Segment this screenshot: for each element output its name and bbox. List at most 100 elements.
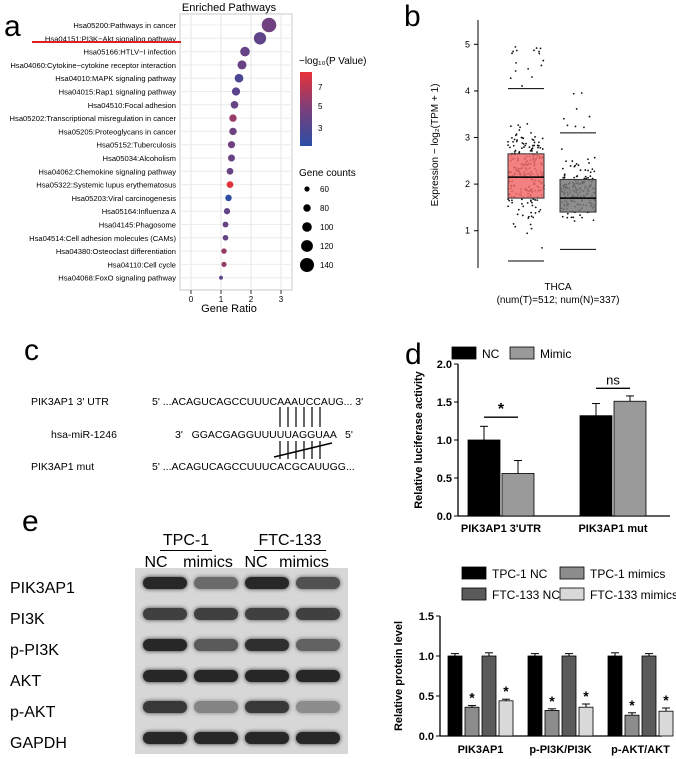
legend-label: FTC-133 NC <box>492 588 560 602</box>
blot-band <box>194 732 238 744</box>
boxplot-point <box>507 205 509 208</box>
boxplot-point <box>584 169 587 171</box>
pathway-label: Hsa05322:Systemic lupus erythematosus <box>36 181 176 190</box>
boxplot-point <box>516 139 518 141</box>
pathway-label: Hsa04015:Rap1 signaling pathway <box>59 88 177 97</box>
boxplot-point <box>531 144 534 147</box>
boxplot-point <box>514 134 517 137</box>
blot-band <box>194 670 238 682</box>
boxplot-point <box>521 85 523 87</box>
boxplot-point <box>538 50 540 53</box>
dotplot-point <box>229 114 237 122</box>
gene-count-legend-title: Gene counts <box>299 168 356 179</box>
legend-label: NC <box>482 347 500 361</box>
enrichment-dotplot: Enriched Pathways Hsa05200:Pathways in c… <box>10 2 367 315</box>
bar <box>527 655 543 737</box>
pathway-label: Hsa05164:Influenza A <box>102 207 177 216</box>
boxplot-point <box>589 175 592 178</box>
legend-label: TPC-1 mimics <box>590 567 665 581</box>
boxplot-point <box>570 216 573 219</box>
y-tick-label: 1.5 <box>419 611 434 623</box>
pathway-label: Hsa05202:Transcriptional misregulation i… <box>10 114 177 123</box>
blot-band <box>143 670 187 682</box>
boxplot-point <box>588 162 590 164</box>
boxplot-point <box>537 146 539 149</box>
dotplot-dots <box>219 17 277 280</box>
boxplot-point <box>515 61 517 64</box>
western-blot-image <box>135 568 348 754</box>
boxplot-point <box>569 165 572 167</box>
x-tick-label: p-AKT/AKT <box>611 744 670 756</box>
boxplot-point <box>562 176 565 179</box>
blot-band <box>245 732 289 744</box>
dotplot-point <box>221 261 227 267</box>
legend-label: FTC-133 mimics <box>590 588 676 602</box>
boxplot-point <box>529 149 532 152</box>
lane-label: NC <box>144 554 168 571</box>
boxplot-y-tick-label: 4 <box>465 86 470 96</box>
significance-star: * <box>503 683 509 699</box>
panel-label-b: b <box>404 0 421 33</box>
blot-band <box>296 732 340 744</box>
pathway-label: Hsa04151:PI3K−Akt signaling pathway <box>45 34 176 43</box>
blot-protein-label: GAPDH <box>10 735 67 752</box>
boxplot-point <box>524 144 527 147</box>
pvalue-colorbar <box>300 72 312 146</box>
lane-label: NC <box>244 554 268 571</box>
dotplot-point <box>230 100 239 109</box>
boxplot-point <box>513 138 516 141</box>
bar <box>501 473 535 517</box>
blot-band <box>143 701 187 713</box>
boxplot-point <box>522 205 525 208</box>
bar <box>561 655 577 737</box>
pathway-label: Hsa05200:Pathways in cancer <box>73 21 176 30</box>
luciferase-bar-chart: 0.0 0.5 1.0 1.5 2.0 Relative luciferase activ… <box>413 346 670 535</box>
boxplot-point <box>517 124 520 127</box>
boxplot-point <box>580 92 583 94</box>
boxplot-point <box>584 175 587 178</box>
y-tick-label: 0.0 <box>437 511 452 523</box>
dotplot-point <box>222 221 229 228</box>
boxplot-point <box>531 204 534 207</box>
boxplot-point <box>581 216 583 219</box>
boxplot-point <box>517 208 520 211</box>
boxplot-point <box>527 217 530 220</box>
dotplot-point <box>234 73 244 83</box>
boxplot-point <box>509 77 512 80</box>
boxplot-point <box>566 216 569 219</box>
dotplot-x-label: Gene Ratio <box>201 303 257 315</box>
seq-row1-label: PIK3AP1 3' UTR <box>31 396 109 408</box>
dotplot-point <box>227 141 236 149</box>
boxplot-point <box>511 201 514 204</box>
legend-swatch <box>451 346 477 360</box>
pathway-label: Hsa04010:MAPK signaling pathway <box>55 74 176 83</box>
boxplot-boxes <box>507 88 597 262</box>
boxplot-point <box>579 169 582 172</box>
blot-band <box>245 670 289 682</box>
bar <box>464 706 480 737</box>
significance-star: * <box>583 688 589 704</box>
dotplot-x-tick-label: 1 <box>219 295 224 304</box>
boxplot-y-tick-label: 1 <box>465 226 470 236</box>
bar <box>624 714 640 737</box>
boxplot-point <box>523 146 525 148</box>
boxplot-point <box>592 219 595 222</box>
boxplot-point <box>515 140 518 143</box>
boxplot-point <box>530 201 533 204</box>
boxplot-sample-counts: (num(T)=512; num(N)=337) <box>497 295 620 306</box>
blot-band <box>296 670 340 682</box>
gene-count-legend-label: 60 <box>320 185 329 194</box>
legend-label: Mimic <box>540 347 571 361</box>
gene-count-legend-dot <box>304 186 310 192</box>
bar <box>578 706 594 737</box>
seq-row2: 3' GGACGAGGUUUUUAGGUAA 5' <box>175 429 353 441</box>
significance-star: * <box>663 692 669 708</box>
y-tick-label: 0.5 <box>437 473 452 485</box>
boxplot-point <box>533 141 536 144</box>
bar <box>498 700 514 737</box>
bar <box>544 709 560 737</box>
blot-protein-label: AKT <box>10 673 42 690</box>
pathway-label: Hsa04110:Cell cycle <box>107 260 176 269</box>
pathway-label: Hsa04062:Chemokine signaling pathway <box>38 167 176 176</box>
significance-star: * <box>469 690 475 706</box>
